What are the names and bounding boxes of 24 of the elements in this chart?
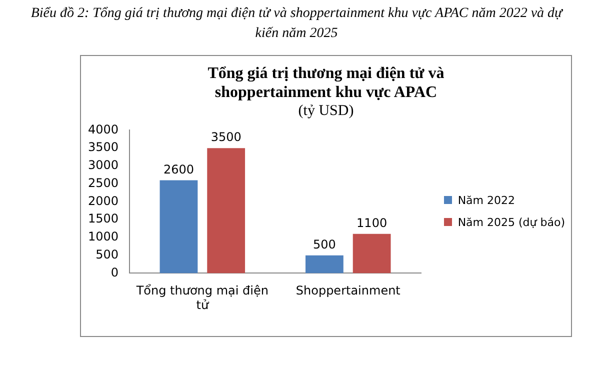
y-tick-label: 4000: [88, 122, 119, 136]
y-tick-label: 3000: [88, 158, 119, 172]
text: (tỷ USD): [297, 102, 355, 120]
x-tick-label: Tổng thương mại điện tử: [135, 284, 268, 312]
y-tick-label: 3500: [88, 140, 119, 154]
y-tick-label: 0: [110, 265, 119, 280]
y-tick-label: 1000: [88, 230, 119, 244]
y-tick-label: 2000: [88, 194, 119, 208]
chart-subtitle: Tổng giá trị thương mại điện tử và shoppertainment khu vực APAC: [206, 64, 446, 102]
data-label: 1100: [356, 216, 388, 230]
data-label: 2600: [163, 162, 194, 176]
legend-label: Năm 2022: [456, 193, 516, 209]
legend-label: Năm 2025 (dự báo): [456, 215, 565, 231]
bar: [207, 148, 246, 274]
data-label: 3500: [210, 130, 242, 144]
bar: [306, 255, 344, 274]
y-tick-label: 2500: [88, 176, 119, 190]
bar: [160, 180, 198, 274]
bar: [352, 234, 391, 274]
y-tick-label: 1500: [88, 212, 119, 226]
chart-title: Biểu đồ 2: Tổng giá trị thương mại điện tử và shoppertainment khu vực APAC năm 2022 và dự kiến năm 2025: [30, 5, 564, 43]
y-tick-label: 500: [96, 247, 119, 262]
x-tick-label: Shoppertainment: [296, 284, 401, 298]
data-label: 500: [313, 237, 336, 252]
